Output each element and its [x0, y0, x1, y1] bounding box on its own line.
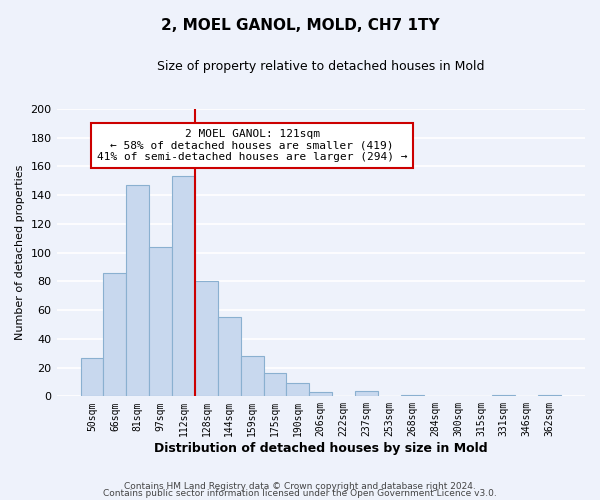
Text: Contains public sector information licensed under the Open Government Licence v3: Contains public sector information licen…	[103, 490, 497, 498]
X-axis label: Distribution of detached houses by size in Mold: Distribution of detached houses by size …	[154, 442, 488, 455]
Bar	[493, 395, 515, 396]
Bar	[355, 390, 378, 396]
Bar	[80, 358, 103, 397]
Bar	[401, 395, 424, 396]
Bar	[286, 384, 310, 396]
Bar	[172, 176, 195, 396]
Text: 2 MOEL GANOL: 121sqm
← 58% of detached houses are smaller (419)
41% of semi-deta: 2 MOEL GANOL: 121sqm ← 58% of detached h…	[97, 129, 407, 162]
Bar	[218, 318, 241, 396]
Bar	[538, 395, 561, 396]
Bar	[103, 272, 127, 396]
Bar	[310, 392, 332, 396]
Bar	[127, 185, 149, 396]
Text: Contains HM Land Registry data © Crown copyright and database right 2024.: Contains HM Land Registry data © Crown c…	[124, 482, 476, 491]
Bar	[241, 356, 263, 397]
Bar	[263, 374, 286, 396]
Y-axis label: Number of detached properties: Number of detached properties	[15, 165, 25, 340]
Bar	[149, 247, 172, 396]
Text: 2, MOEL GANOL, MOLD, CH7 1TY: 2, MOEL GANOL, MOLD, CH7 1TY	[161, 18, 439, 32]
Title: Size of property relative to detached houses in Mold: Size of property relative to detached ho…	[157, 60, 485, 73]
Bar	[195, 282, 218, 397]
